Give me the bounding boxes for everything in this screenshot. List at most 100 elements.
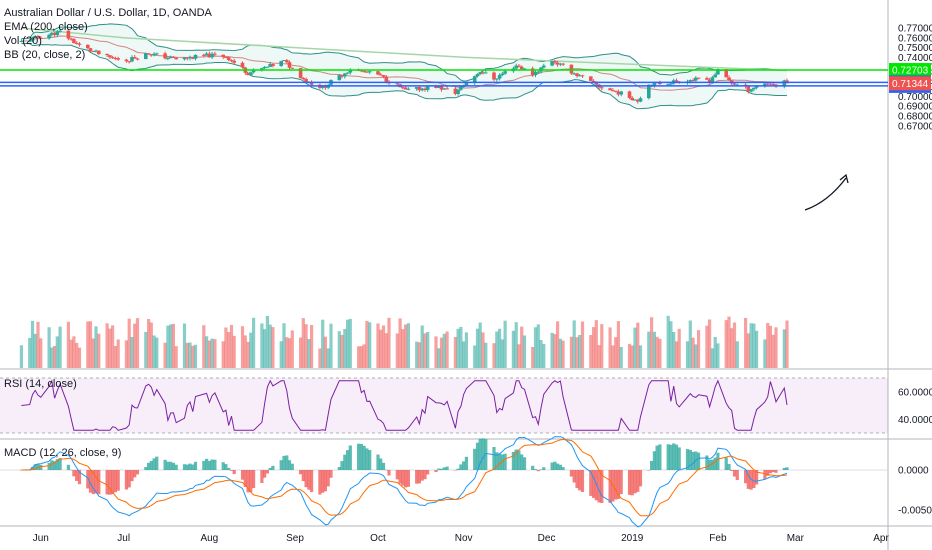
volume-bar (387, 317, 391, 368)
volume-bar (536, 324, 540, 368)
volume-bar (556, 321, 560, 368)
macd-histogram-bar (406, 470, 410, 487)
candle-body (268, 64, 272, 67)
macd-histogram-bar (147, 462, 151, 470)
candle-body (124, 59, 129, 62)
macd-histogram-bar (550, 462, 554, 470)
candle-body (619, 91, 623, 95)
volume-bar (744, 317, 748, 368)
vol-legend: Vol (20) (4, 35, 42, 47)
volume-bar (213, 339, 217, 368)
macd-histogram-bar (47, 462, 51, 470)
macd-histogram-bar (66, 464, 70, 470)
candle-body (58, 30, 62, 32)
candle-body (343, 73, 347, 77)
volume-bar (30, 320, 35, 368)
macd-histogram-bar (290, 463, 294, 470)
volume-bar (243, 335, 247, 368)
volume-bar (614, 337, 618, 368)
volume-bar (439, 337, 444, 368)
volume-bar (246, 341, 250, 368)
macd-histogram-bar (130, 470, 134, 482)
macd-histogram-bar (735, 470, 739, 480)
macd-histogram-bar (423, 470, 427, 480)
macd-histogram-bar (542, 467, 546, 470)
candle-body (555, 62, 560, 65)
candle-body (66, 30, 71, 39)
candle-body (484, 72, 488, 74)
volume-bar (464, 332, 468, 368)
macd-histogram-bar (282, 455, 286, 470)
macd-histogram-bar (357, 443, 361, 470)
macd-histogram-bar (520, 454, 524, 470)
volume-bar (475, 328, 480, 368)
volume-bar (72, 336, 76, 368)
candle-body (52, 32, 57, 36)
volume-bar (66, 321, 70, 368)
volume-bar (730, 328, 734, 368)
volume-bar (500, 339, 504, 368)
candle-body (589, 76, 593, 81)
volume-bar (578, 335, 582, 368)
volume-bar (727, 316, 731, 368)
volume-bar (669, 321, 673, 368)
candle-body (710, 77, 715, 82)
macd-histogram-bar (614, 470, 618, 500)
macd-histogram-bar (685, 449, 690, 470)
volume-bar (495, 331, 499, 368)
x-tick-label: Aug (200, 533, 218, 544)
candle-body (434, 86, 438, 88)
macd-histogram-bar (633, 470, 637, 494)
macd-histogram-bar (531, 465, 535, 470)
candle-body (456, 89, 460, 94)
candle-body (530, 68, 535, 76)
candle-body (572, 73, 576, 75)
volume-bar (346, 319, 350, 368)
volume-bar (647, 331, 651, 368)
candle-body (221, 54, 225, 57)
ema200-line (21, 27, 788, 72)
macd-histogram-bar (232, 470, 236, 475)
candle-body (320, 85, 325, 88)
macd-histogram-bar (97, 470, 101, 495)
volume-bar (224, 327, 228, 368)
macd-histogram-bar (522, 457, 527, 470)
volume-bar (91, 338, 95, 368)
candle-body (472, 76, 477, 83)
candle-body (97, 50, 101, 54)
volume-bar (329, 323, 333, 368)
candle-body (616, 91, 621, 95)
candle-body (348, 70, 353, 73)
candle-body (249, 72, 253, 76)
volume-bar (746, 333, 750, 368)
candle-body (713, 74, 717, 78)
signal-line (21, 438, 788, 517)
candle-body (495, 78, 499, 80)
candle-body (191, 56, 195, 59)
candle-body (425, 86, 430, 90)
volume-bar (318, 348, 322, 368)
macd-histogram-bar (307, 470, 311, 490)
macd-histogram-bar (36, 464, 40, 470)
x-tick-label: Jul (117, 533, 130, 544)
macd-histogram-bar (553, 461, 557, 470)
candle-body (514, 65, 518, 69)
volume-bar (130, 336, 134, 368)
volume-bar (395, 333, 399, 368)
macd-histogram-bar (774, 470, 778, 473)
volume-bar (185, 342, 189, 368)
volume-bar (771, 334, 775, 368)
volume-bar (456, 328, 460, 368)
macd-histogram-bar (404, 470, 408, 488)
volume-bar (616, 321, 620, 368)
volume-bar (174, 346, 178, 368)
volume-bar (423, 333, 427, 368)
candle-body (630, 97, 634, 101)
candle-body (613, 90, 618, 92)
macd-histogram-bar (365, 448, 369, 470)
volume-bar (655, 336, 659, 368)
macd-histogram-bar (105, 470, 109, 495)
volume-bar (127, 318, 131, 368)
